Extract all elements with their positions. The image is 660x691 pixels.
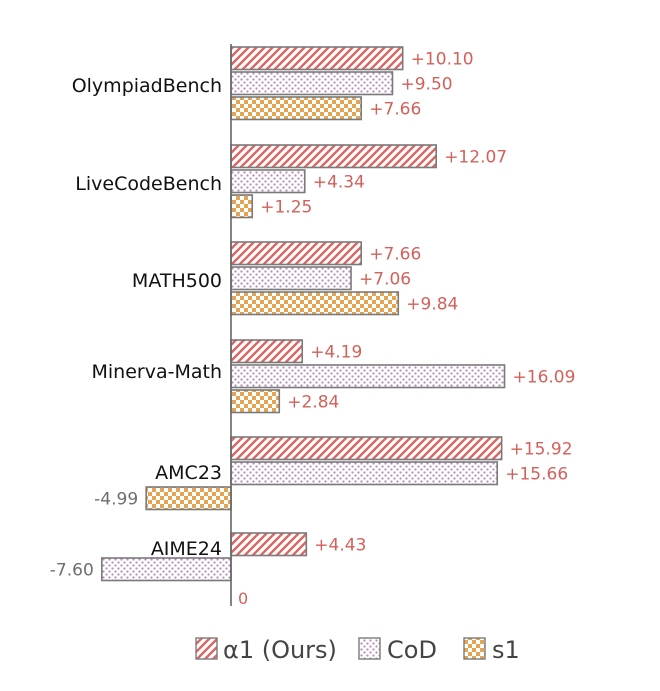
bar-alpha1 xyxy=(230,339,304,364)
bar-s1 xyxy=(230,96,363,121)
bar-cod xyxy=(230,461,499,486)
value-label-cod: +16.09 xyxy=(513,367,576,387)
bar-cod xyxy=(230,169,306,194)
bar-alpha1 xyxy=(230,144,437,169)
legend-item-s1: s1 xyxy=(463,636,520,664)
value-label-alpha1: +7.66 xyxy=(369,244,421,264)
bar-s1 xyxy=(230,389,281,414)
value-label-cod: +7.06 xyxy=(359,269,411,289)
bar-alpha1 xyxy=(230,436,503,461)
bar-alpha1 xyxy=(230,532,308,557)
bar-s1 xyxy=(230,194,254,219)
category-label: AMC23 xyxy=(155,462,222,484)
bar-cod xyxy=(230,364,506,389)
value-label-s1: +7.66 xyxy=(369,99,421,119)
legend-label-cod: CoD xyxy=(387,636,437,664)
value-label-cod: +15.66 xyxy=(505,464,568,484)
bar-cod xyxy=(230,266,352,291)
legend-swatch-alpha1 xyxy=(195,637,218,660)
value-label-alpha1: +4.43 xyxy=(314,535,366,555)
bar-alpha1 xyxy=(230,241,363,266)
value-label-alpha1: +15.92 xyxy=(510,439,573,459)
category-label: Minerva-Math xyxy=(92,361,223,383)
legend-label-alpha1: α1 (Ours) xyxy=(223,636,337,664)
legend-swatch-s1 xyxy=(463,637,486,660)
category-label: AIME24 xyxy=(151,538,222,560)
category-label: OlympiadBench xyxy=(72,75,222,97)
legend: α1 (Ours) CoD s1 xyxy=(195,636,520,664)
value-label-s1: +2.84 xyxy=(287,392,339,412)
category-label: LiveCodeBench xyxy=(75,173,222,195)
legend-item-cod: CoD xyxy=(358,636,437,664)
legend-swatch-cod xyxy=(358,637,381,660)
value-label-s1: +1.25 xyxy=(260,197,312,217)
value-label-alpha1: +4.19 xyxy=(310,342,362,362)
zero-label: 0 xyxy=(238,589,248,608)
bar-s1 xyxy=(230,291,400,316)
legend-item-alpha1: α1 (Ours) xyxy=(195,636,337,664)
value-label-s1: +9.84 xyxy=(406,294,458,314)
bar-s1 xyxy=(145,486,232,511)
category-label: MATH500 xyxy=(132,270,222,292)
value-label-alpha1: +10.10 xyxy=(411,49,474,69)
bar-cod xyxy=(230,71,394,96)
legend-label-s1: s1 xyxy=(492,636,520,664)
value-label-cod: +9.50 xyxy=(401,74,453,94)
bar-cod xyxy=(101,557,232,582)
value-label-alpha1: +12.07 xyxy=(444,147,507,167)
value-label-cod: -7.60 xyxy=(50,560,94,580)
bar-alpha1 xyxy=(230,46,404,71)
value-label-cod: +4.34 xyxy=(313,172,365,192)
value-label-s1: -4.99 xyxy=(94,489,138,509)
